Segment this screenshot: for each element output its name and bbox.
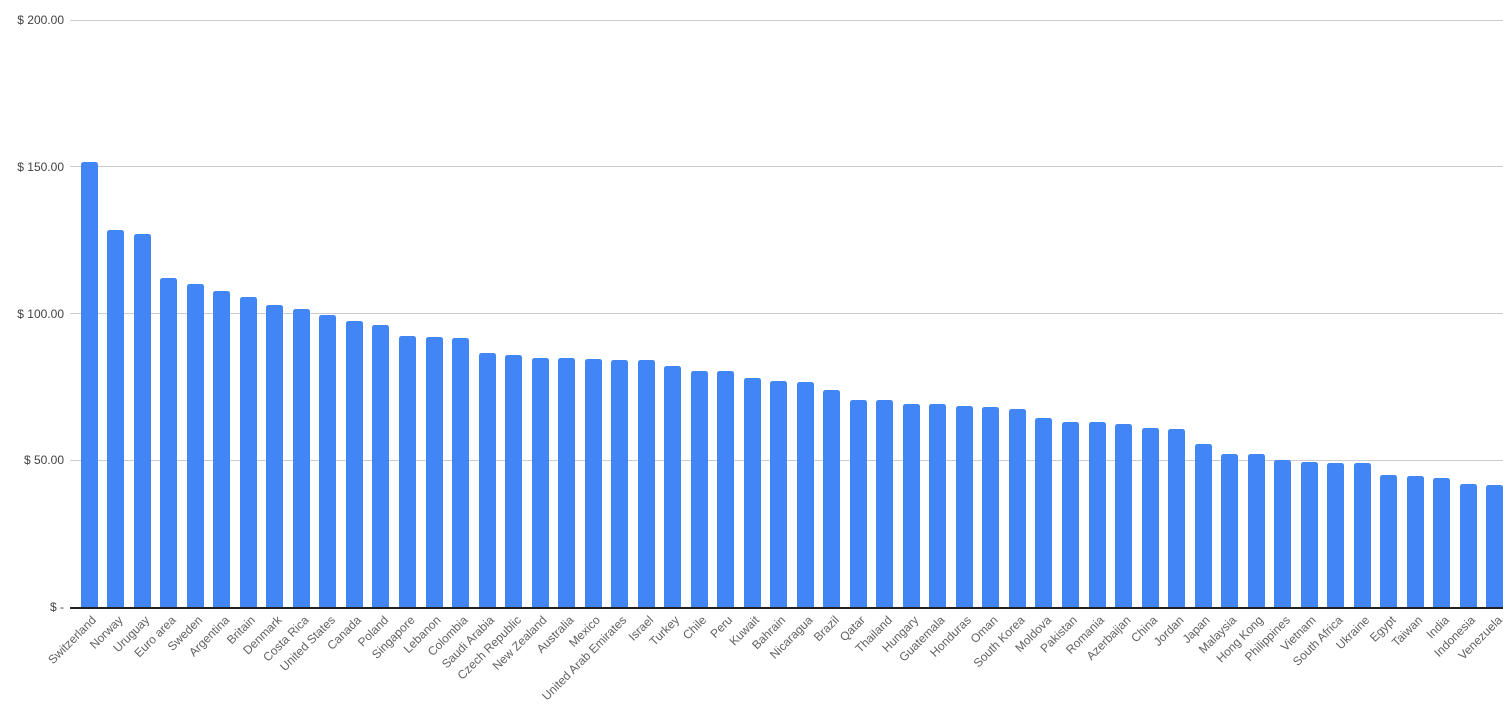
x-axis-line <box>70 607 1503 609</box>
bar[interactable] <box>929 404 947 607</box>
bar[interactable] <box>902 404 920 607</box>
bar[interactable] <box>1115 423 1133 607</box>
bar[interactable] <box>1486 485 1503 607</box>
bar[interactable] <box>1194 444 1212 607</box>
y-axis-tick-label: $ 200.00 <box>17 13 64 27</box>
bar[interactable] <box>611 360 629 607</box>
bar[interactable] <box>239 297 257 607</box>
gridline <box>70 313 1503 314</box>
bar[interactable] <box>796 382 814 607</box>
bar[interactable] <box>1327 463 1345 607</box>
bar[interactable] <box>664 366 682 607</box>
bar[interactable] <box>1300 461 1318 607</box>
y-axis-tick-label: $ 150.00 <box>17 159 64 174</box>
bar[interactable] <box>160 278 178 607</box>
bar[interactable] <box>1380 474 1398 607</box>
bar[interactable] <box>452 338 470 607</box>
bar[interactable] <box>531 357 549 607</box>
bar[interactable] <box>876 400 894 607</box>
bar[interactable] <box>558 357 576 607</box>
bar[interactable] <box>1433 477 1451 607</box>
bar[interactable] <box>1459 483 1477 607</box>
bar[interactable] <box>690 370 708 607</box>
bar[interactable] <box>266 304 284 607</box>
bar[interactable] <box>1406 476 1424 607</box>
bar[interactable] <box>1221 454 1239 607</box>
gridline <box>70 166 1503 168</box>
y-axis-tick-label: $ 100.00 <box>17 306 64 321</box>
bar[interactable] <box>1008 408 1026 607</box>
bar[interactable] <box>372 325 390 607</box>
bar[interactable] <box>1088 422 1106 607</box>
bar[interactable] <box>1353 463 1371 607</box>
bar[interactable] <box>478 353 496 607</box>
bar[interactable] <box>505 354 523 607</box>
bar[interactable] <box>1141 427 1159 607</box>
bar[interactable] <box>1274 460 1292 607</box>
bar[interactable] <box>823 389 841 607</box>
bar[interactable] <box>637 360 655 607</box>
bar[interactable] <box>80 162 98 607</box>
bar[interactable] <box>399 335 416 607</box>
bar[interactable] <box>1062 422 1079 607</box>
bar[interactable] <box>1035 417 1053 607</box>
bar[interactable] <box>849 400 867 607</box>
bar[interactable] <box>982 407 1000 607</box>
bar[interactable] <box>1247 454 1265 607</box>
x-axis-category-label: Brazil <box>810 613 842 645</box>
bar[interactable] <box>425 336 443 607</box>
y-axis-tick-label: $ - <box>49 600 64 614</box>
bar[interactable] <box>1168 429 1186 607</box>
bar[interactable] <box>292 309 310 607</box>
bar[interactable] <box>107 229 125 607</box>
bar[interactable] <box>743 378 761 607</box>
gridline <box>70 19 1503 21</box>
bar[interactable] <box>770 381 788 607</box>
bar[interactable] <box>584 358 602 607</box>
bar[interactable] <box>213 291 231 607</box>
bar[interactable] <box>186 284 204 607</box>
x-axis-category-label: Chile <box>679 613 710 643</box>
bar[interactable] <box>717 370 735 607</box>
bar[interactable] <box>955 405 973 607</box>
bar[interactable] <box>319 314 337 607</box>
bar[interactable] <box>133 234 151 607</box>
bar[interactable] <box>345 320 363 607</box>
y-axis-tick-label: $ 50.00 <box>23 453 64 468</box>
